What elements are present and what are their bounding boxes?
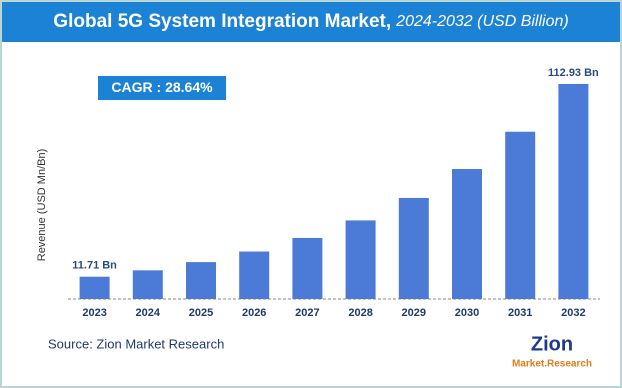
cagr-label: CAGR : 28.64% bbox=[111, 79, 213, 95]
bar bbox=[505, 131, 536, 299]
x-tick-label: 2027 bbox=[295, 307, 319, 319]
cagr-box bbox=[98, 76, 226, 100]
x-tick-label: 2023 bbox=[82, 307, 106, 319]
x-tick-label: 2024 bbox=[136, 307, 161, 319]
x-tick-label: 2031 bbox=[508, 307, 532, 319]
chart-subtitle: 2024-2032 (USD Billion) bbox=[395, 13, 569, 30]
x-tick-label: 2025 bbox=[189, 307, 213, 319]
bar bbox=[79, 276, 110, 299]
chart-title: Global 5G System Integration Market, bbox=[53, 11, 391, 32]
x-tick-label: 2026 bbox=[242, 307, 266, 319]
value-label: 11.71 Bn bbox=[72, 260, 117, 272]
bar bbox=[186, 262, 216, 299]
logo-name: Zion bbox=[531, 333, 573, 355]
x-tick-label: 2032 bbox=[561, 307, 585, 319]
bar bbox=[452, 168, 482, 299]
bar bbox=[398, 197, 429, 299]
x-tick-label: 2028 bbox=[348, 307, 372, 319]
title-banner bbox=[2, 2, 620, 42]
bar bbox=[239, 251, 270, 299]
bar bbox=[345, 220, 376, 299]
value-label: 112.93 Bn bbox=[548, 67, 599, 79]
bar bbox=[558, 83, 589, 299]
bar bbox=[292, 237, 323, 299]
logo-subtitle: Market.Research bbox=[512, 359, 592, 370]
x-tick-label: 2029 bbox=[402, 307, 426, 319]
y-axis-label: Revenue (USD Mn/Bn) bbox=[36, 149, 48, 262]
x-tick-label: 2030 bbox=[455, 307, 479, 319]
title: Global 5G System Integration Market, 2024… bbox=[53, 11, 568, 32]
source: Source: Zion Market Research bbox=[48, 336, 224, 351]
bar bbox=[132, 270, 163, 299]
